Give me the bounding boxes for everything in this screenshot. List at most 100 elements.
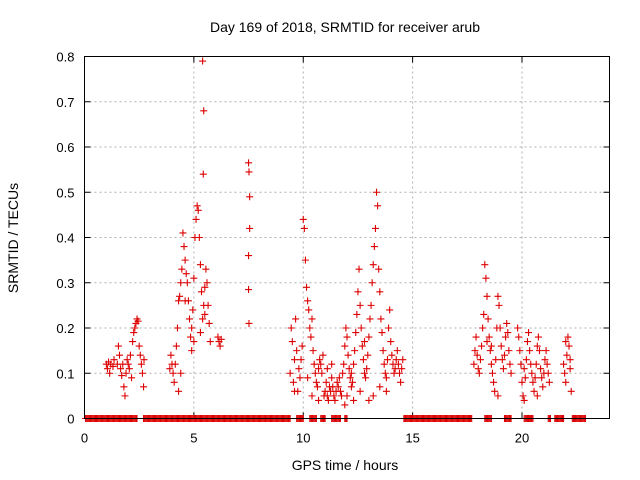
data-point [371,224,379,232]
data-point [136,351,144,359]
data-point [316,356,324,364]
data-point [291,356,298,364]
data-point [361,369,368,377]
data-point [186,315,193,323]
data-point [333,378,341,386]
data-point [356,301,364,309]
data-point [199,57,207,65]
data-point [198,288,206,296]
data-point [365,396,373,404]
data-point [287,324,295,332]
data-point [373,188,381,196]
data-point [205,319,213,327]
data-point [506,360,514,368]
data-point [323,392,331,400]
data-point [523,338,531,346]
data-point [343,333,351,341]
data-point [121,392,129,400]
data-point [528,369,536,377]
data-point [103,365,111,373]
data-point [295,365,303,373]
data-point [192,215,200,223]
data-point [125,365,133,373]
data-point [181,297,189,305]
data-point [130,329,138,337]
data-point [341,342,349,350]
data-point [173,324,181,332]
data-point [128,374,136,382]
data-point [181,256,189,264]
data-point [171,360,179,368]
data-point [518,378,526,386]
data-point [177,279,185,287]
x-axis-label: GPS time / hours [292,457,399,473]
data-point [304,374,312,382]
data-point [200,107,208,115]
x-tick-label: 20 [515,431,529,446]
data-point [296,374,304,382]
data-point [346,374,354,382]
data-point [382,387,390,395]
data-point [394,360,402,368]
data-point [140,383,148,391]
data-point [170,378,178,386]
data-point [347,369,355,377]
y-tick-label: 0.7 [56,95,74,110]
data-point [137,360,145,368]
data-point [109,362,117,370]
data-point [474,365,482,373]
data-point [324,396,332,404]
data-point [357,324,365,332]
data-point [246,193,254,201]
data-point [335,374,343,382]
y-tick-label: 0.2 [56,321,74,336]
data-point [514,324,522,332]
data-point [380,360,388,368]
data-point [190,338,198,346]
data-point [350,396,358,404]
data-point [180,243,188,251]
data-point [355,265,363,273]
data-point [396,369,403,377]
data-point [199,315,207,323]
data-point [538,374,546,382]
data-point [309,347,317,355]
data-point [350,360,358,368]
data-point [328,374,336,382]
data-point [366,315,374,323]
data-point [532,360,540,368]
data-point [118,372,126,380]
data-point [359,356,367,364]
data-point [126,351,134,359]
data-point [483,292,491,300]
data-point [179,229,187,237]
data-point [196,261,204,269]
data-point [245,252,253,260]
data-point [369,392,377,400]
x-tick-label: 5 [190,431,197,446]
data-point [172,342,180,350]
data-point [567,387,575,395]
data-point [193,202,201,210]
data-point [308,392,316,400]
data-point [501,351,508,359]
data-point [167,351,175,359]
data-point [328,360,336,368]
data-point [354,288,362,296]
chart-title: Day 169 of 2018, SRMTID for receiver aru… [210,19,480,35]
data-point [391,365,399,373]
data-point [175,387,183,395]
y-tick-label: 0.6 [56,140,74,155]
data-point [485,333,493,341]
data-point [483,338,491,346]
data-point [470,360,478,368]
data-point [560,360,568,368]
data-point [491,387,499,395]
data-point [502,333,510,341]
data-point [195,234,203,241]
data-point [563,351,571,359]
data-point [352,329,360,337]
x-tick-label: 15 [405,431,419,446]
data-point [318,369,326,377]
data-point [376,288,384,296]
